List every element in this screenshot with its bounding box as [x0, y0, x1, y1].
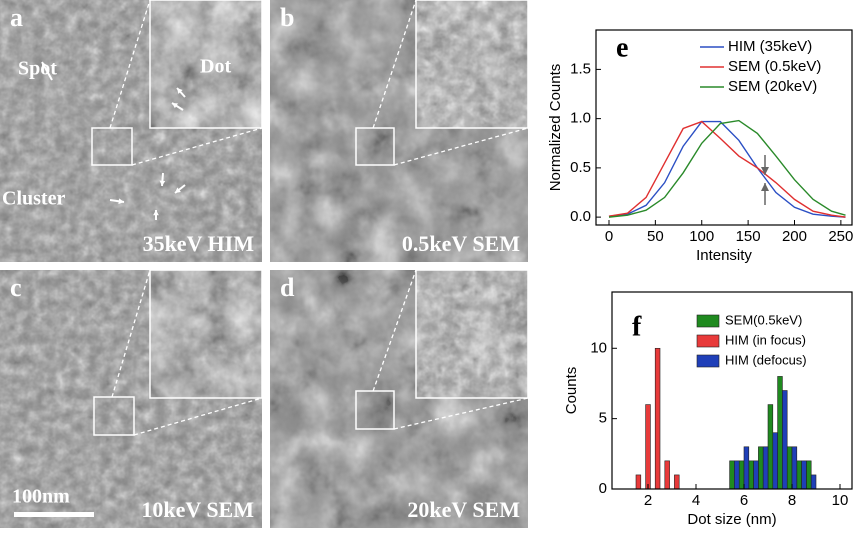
- y-tick-label: 0.5: [570, 159, 591, 176]
- line-series: [609, 121, 846, 218]
- histogram-bar: [787, 447, 792, 489]
- histogram-bar: [674, 475, 679, 489]
- legend-label: HIM (defocus): [725, 352, 807, 367]
- histogram-bar: [739, 461, 744, 489]
- legend-label: SEM (0.5keV): [728, 58, 821, 75]
- panel-caption: 20keV SEM: [407, 497, 520, 522]
- y-tick-label: 1.0: [570, 110, 591, 127]
- legend-label: HIM (in focus): [725, 332, 806, 347]
- histogram-bar: [665, 461, 670, 489]
- chart: 2 4 6 8 10 0 5 10 Dot size (nm) Counts f SEM(0.5keV…: [563, 292, 852, 528]
- panel-letter: c: [10, 273, 22, 302]
- legend-label: HIM (35keV): [728, 38, 812, 55]
- arrowhead: [761, 183, 769, 191]
- panel-caption: 10keV SEM: [141, 497, 254, 522]
- y-tick-label: 0: [599, 480, 607, 497]
- y-axis-label: Counts: [563, 367, 580, 415]
- histogram-bar: [655, 348, 660, 489]
- chart: 0 50 100 150 200 250 0.0 0.5 1.0 1.5 Intensity Norm…: [547, 30, 853, 264]
- inset: [416, 0, 528, 128]
- panel-letter: b: [280, 3, 294, 32]
- x-tick-label: 8: [788, 492, 796, 509]
- histogram-bar: [797, 461, 802, 489]
- x-tick-label: 4: [692, 492, 700, 509]
- y-tick-label: 0.0: [570, 208, 591, 225]
- image-panels: a 35keV HIM b 0.5keV SEM c 10keV SEM d 20keV SE…: [0, 0, 528, 528]
- histogram-bar: [802, 461, 807, 489]
- histogram-bar: [754, 461, 759, 489]
- scale-bar-label: 100nm: [12, 486, 70, 508]
- legend-label: SEM(0.5keV): [725, 312, 802, 327]
- y-tick-label: 1.5: [570, 60, 591, 77]
- panel-letter: a: [10, 3, 23, 32]
- inset: [416, 270, 528, 398]
- histogram-bar: [734, 461, 739, 489]
- x-tick-label: 150: [736, 228, 761, 245]
- legend-swatch: [697, 355, 719, 367]
- histogram-bar: [749, 461, 754, 489]
- x-tick-label: 10: [832, 492, 849, 509]
- histogram-bar: [758, 447, 763, 489]
- x-tick-label: 100: [689, 228, 714, 245]
- line-series: [609, 122, 846, 218]
- x-tick-label: 6: [740, 492, 748, 509]
- x-tick-label: 50: [647, 228, 664, 245]
- x-tick-label: 200: [782, 228, 807, 245]
- x-tick-label: 2: [644, 492, 652, 509]
- histogram-bar: [806, 461, 811, 489]
- histogram-bar: [744, 447, 749, 489]
- x-tick-label: 250: [828, 228, 853, 245]
- histogram-bar: [768, 405, 773, 489]
- histogram-bar: [778, 376, 783, 489]
- image-panel: b 0.5keV SEM: [270, 0, 528, 262]
- line-series: [609, 122, 846, 218]
- y-tick-label: 5: [599, 410, 607, 427]
- image-panel: d 20keV SEM: [270, 270, 528, 528]
- histogram-bar: [792, 447, 797, 489]
- histogram-bar: [773, 433, 778, 489]
- panel-letter: d: [280, 273, 295, 302]
- panel-caption: 35keV HIM: [143, 231, 255, 256]
- y-tick-label: 10: [590, 339, 607, 356]
- histogram-bar: [730, 461, 735, 489]
- legend-swatch: [697, 315, 719, 327]
- annotation: Spot: [18, 58, 57, 80]
- histogram-bar: [811, 475, 816, 489]
- y-axis-label: Normalized Counts: [547, 64, 564, 192]
- histogram-bar: [782, 391, 787, 490]
- x-axis-label: Intensity: [696, 247, 752, 264]
- histogram-bar: [646, 405, 651, 489]
- panel-caption: 0.5keV SEM: [402, 231, 520, 256]
- image-panel: a 35keV HIM: [0, 0, 262, 262]
- inset: [150, 270, 262, 398]
- annotation: Cluster: [2, 188, 65, 210]
- legend-swatch: [697, 335, 719, 347]
- panel-letter: e: [616, 32, 628, 63]
- histogram-bar: [763, 447, 768, 489]
- figure: a 35keV HIM b 0.5keV SEM c 10keV SEM d 20keV SE…: [0, 0, 857, 528]
- x-tick-label: 0: [605, 228, 613, 245]
- annotation: Dot: [200, 56, 231, 78]
- histogram-bar: [636, 475, 641, 489]
- scale-bar: [14, 512, 94, 517]
- panel-letter: f: [632, 311, 642, 342]
- x-axis-label: Dot size (nm): [687, 511, 776, 528]
- legend-label: SEM (20keV): [728, 78, 817, 95]
